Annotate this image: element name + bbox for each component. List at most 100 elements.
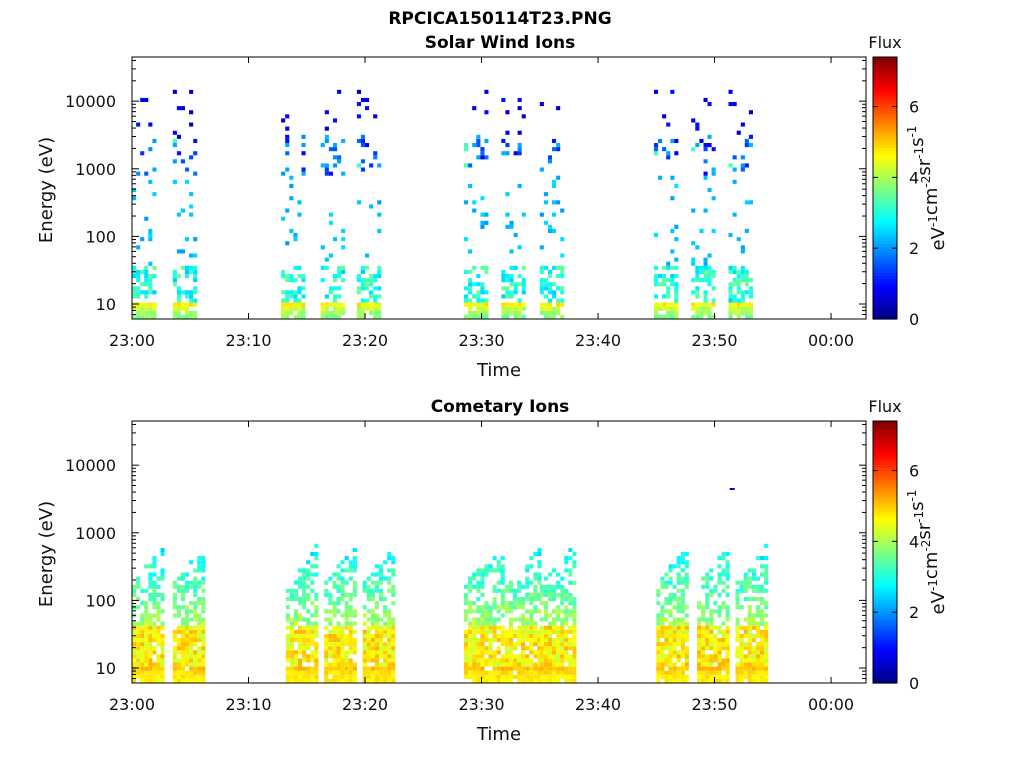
- data-cell: [314, 678, 319, 683]
- data-cell: [684, 572, 689, 577]
- data-cell: [509, 249, 514, 254]
- data-cell: [156, 642, 161, 647]
- data-cell: [691, 278, 696, 283]
- data-cell: [301, 286, 306, 291]
- data-cell: [509, 302, 514, 307]
- data-cell: [298, 642, 303, 647]
- data-cell: [717, 605, 722, 610]
- data-cell: [484, 629, 489, 634]
- data-cell: [725, 638, 730, 643]
- colorbar-segment: [873, 592, 897, 597]
- colorbar-segment: [873, 511, 897, 515]
- data-cell: [328, 654, 333, 659]
- data-cell: [760, 601, 765, 606]
- data-cell: [505, 274, 510, 279]
- data-cell: [695, 126, 700, 131]
- data-cell: [340, 658, 345, 663]
- data-cell: [379, 650, 384, 655]
- colorbar-segment: [873, 266, 897, 271]
- data-cell: [697, 670, 702, 675]
- data-cell: [711, 171, 716, 176]
- data-cell: [320, 302, 325, 307]
- data-cell: [144, 97, 149, 102]
- data-cell: [556, 572, 561, 577]
- data-cell: [136, 662, 141, 667]
- colorbar-segment: [873, 217, 897, 221]
- data-cell: [691, 314, 696, 319]
- data-cell: [468, 278, 473, 283]
- colorbar-segment: [873, 106, 897, 110]
- data-cell: [148, 302, 153, 307]
- data-cell: [468, 269, 473, 274]
- data-cell: [539, 666, 544, 671]
- data-cell: [201, 556, 206, 561]
- data-cell: [136, 306, 141, 311]
- data-cell: [152, 302, 157, 307]
- data-cell: [670, 314, 675, 319]
- data-cell: [298, 580, 303, 585]
- data-cell: [504, 666, 509, 671]
- data-cell: [379, 564, 384, 569]
- data-cell: [289, 274, 294, 279]
- data-cell: [695, 306, 700, 311]
- data-cell: [660, 662, 665, 667]
- data-cell: [476, 294, 481, 299]
- data-cell: [660, 666, 665, 671]
- y-tick-label: 10000: [65, 92, 116, 111]
- data-cell: [658, 302, 663, 307]
- data-cell: [684, 678, 689, 683]
- data-cell: [500, 592, 505, 597]
- data-cell: [521, 265, 526, 270]
- data-cell: [374, 605, 379, 610]
- data-cell: [464, 592, 469, 597]
- data-cell: [310, 658, 315, 663]
- data-cell: [547, 650, 552, 655]
- data-cell: [725, 564, 730, 569]
- data-cell: [160, 568, 165, 573]
- data-cell: [525, 625, 530, 630]
- data-cell: [488, 670, 493, 675]
- data-cell: [144, 629, 149, 634]
- data-cell: [728, 282, 733, 287]
- data-cell: [344, 638, 349, 643]
- plot-frame: [131, 56, 867, 320]
- data-cell: [140, 633, 145, 638]
- data-cell: [301, 306, 306, 311]
- data-cell: [533, 650, 538, 655]
- data-cell: [654, 310, 659, 315]
- data-cell: [476, 597, 481, 602]
- colorbar-segment: [873, 522, 897, 527]
- data-cell: [505, 143, 510, 148]
- data-cell: [658, 138, 663, 143]
- data-cell: [156, 605, 161, 610]
- data-cell: [374, 584, 379, 589]
- data-cell: [543, 286, 548, 291]
- colorbar-segment: [873, 426, 897, 431]
- data-cell: [711, 286, 716, 291]
- data-cell: [500, 613, 505, 618]
- data-cell: [348, 674, 353, 679]
- data-cell: [568, 654, 573, 659]
- data-cell: [144, 621, 149, 626]
- data-cell: [739, 662, 744, 667]
- data-cell: [370, 597, 375, 602]
- data-cell: [383, 654, 388, 659]
- data-cell: [572, 670, 577, 675]
- colorbar-segment: [873, 295, 897, 300]
- data-cell: [472, 638, 477, 643]
- data-cell: [672, 629, 677, 634]
- data-cell: [180, 670, 185, 675]
- data-cell: [703, 208, 708, 213]
- data-cell: [705, 662, 710, 667]
- colorbar-segment: [873, 502, 897, 507]
- data-cell: [468, 601, 473, 606]
- data-cell: [560, 269, 565, 274]
- data-cell: [676, 572, 681, 577]
- data-cell: [189, 654, 194, 659]
- data-cell: [676, 609, 681, 614]
- data-cell: [328, 597, 333, 602]
- data-cell: [680, 597, 685, 602]
- data-cell: [743, 572, 748, 577]
- data-cell: [488, 646, 493, 651]
- data-cell: [180, 576, 185, 581]
